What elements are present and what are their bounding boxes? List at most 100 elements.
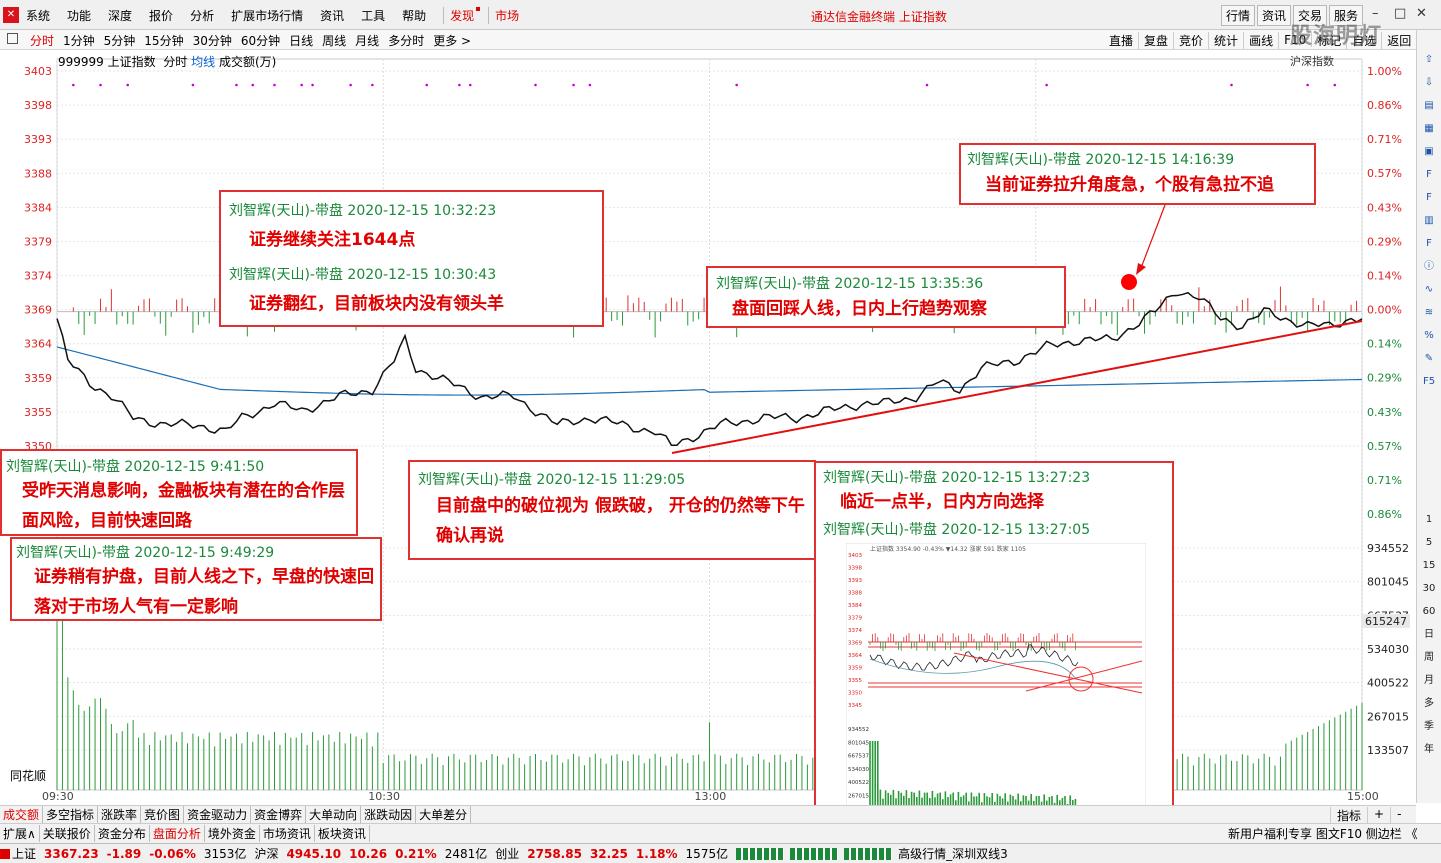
chart-icon[interactable]: ▥ [1424, 215, 1434, 226]
period-shortcut-8[interactable]: 多 [1424, 698, 1434, 709]
indicator-tool-1[interactable]: + [1367, 807, 1390, 824]
f5-icon[interactable]: F5 [1422, 376, 1436, 387]
period-tab-4[interactable]: 30分钟 [192, 33, 232, 48]
period-shortcut-3[interactable]: 30 [1422, 583, 1436, 594]
f10-icon[interactable]: F [1426, 192, 1432, 203]
indicator-tab-5[interactable]: 资金博弈 [251, 806, 307, 823]
period-shortcut-5[interactable]: 日 [1424, 629, 1434, 640]
fiz-icon[interactable]: F [1426, 238, 1432, 249]
indicator-tab-7[interactable]: 涨跌动因 [361, 806, 417, 823]
period-shortcut-1[interactable]: 5 [1425, 537, 1433, 548]
info-tab-6[interactable]: 板块资讯 [315, 825, 370, 842]
menu-item-1[interactable]: 功能 [67, 8, 92, 23]
volume-tick-label: 400522 [1367, 677, 1409, 690]
wave-icon[interactable]: ∿ [1424, 284, 1434, 295]
breadth-bars-icon [844, 847, 893, 860]
close-icon[interactable]: ✕ [1416, 6, 1427, 21]
intraday-chart[interactable]: 3403 3398 3393 3388 3384 3379 3374 3369 3364 3359… [0, 50, 1416, 805]
period-tool-1[interactable]: 复盘 [1139, 31, 1175, 49]
period-tool-5[interactable]: F10 [1279, 33, 1313, 47]
period-shortcut-6[interactable]: 周 [1424, 652, 1434, 663]
panel-toggle-icon[interactable] [7, 33, 18, 44]
period-shortcut-9[interactable]: 季 [1424, 721, 1434, 732]
minimize-icon[interactable]: – [1372, 6, 1379, 21]
info-tab-3[interactable]: 盘面分析 [150, 825, 205, 842]
period-tab-2[interactable]: 5分钟 [103, 33, 136, 48]
sidebar-toggle[interactable]: 新用户福利专享 图文F10 侧边栏 《 [1228, 827, 1418, 841]
info-tab-0[interactable]: 扩展∧ [0, 825, 40, 842]
top-button-0[interactable]: 行情 [1221, 5, 1256, 26]
feed-status[interactable]: 高级行情_深圳双线3 [898, 847, 1008, 861]
period-tab-3[interactable]: 15分钟 [144, 33, 184, 48]
grid-icon[interactable]: ▦ [1424, 123, 1434, 134]
indicator-tab-1[interactable]: 多空指标 [43, 806, 99, 823]
thumb-price-line [869, 644, 1079, 671]
period-tab-0[interactable]: 分时 [30, 33, 55, 48]
pencil-icon[interactable]: ✎ [1424, 353, 1434, 364]
thumb-price-tick: 3374 [848, 628, 862, 634]
top-button-2[interactable]: 交易 [1293, 5, 1328, 26]
menu-item-3[interactable]: 报价 [149, 8, 174, 23]
menu-item-7[interactable]: 工具 [361, 8, 386, 23]
pct-tick-label: 0.71% [1367, 133, 1402, 146]
period-tool-3[interactable]: 统计 [1209, 31, 1245, 49]
annotation-text: 当前证券拉升角度急，个股有急拉不追 [985, 175, 1274, 195]
thumb-trend-line [1025, 660, 1143, 692]
thumb-price-tick: 3384 [848, 603, 862, 609]
info-tab-4[interactable]: 境外资金 [205, 825, 260, 842]
list-icon[interactable]: ▤ [1424, 100, 1434, 111]
menu-item-2[interactable]: 深度 [108, 8, 133, 23]
sh-label[interactable]: 上证 [12, 847, 37, 861]
menu-item-5[interactable]: 扩展市场行情 [231, 8, 304, 23]
period-shortcut-2[interactable]: 15 [1422, 560, 1436, 571]
period-tab-5[interactable]: 60分钟 [240, 33, 281, 48]
period-tool-0[interactable]: 直播 [1104, 31, 1140, 49]
percent-icon[interactable]: % [1424, 330, 1434, 341]
indicator-tab-3[interactable]: 竞价图 [141, 806, 185, 823]
period-shortcut-4[interactable]: 60 [1422, 606, 1436, 617]
menu-item-0[interactable]: 系统 [26, 8, 51, 23]
menu-discover[interactable]: 发现 [443, 6, 481, 24]
top-button-1[interactable]: 资讯 [1257, 5, 1292, 26]
candle-icon[interactable]: ≋ [1424, 307, 1434, 318]
period-tool-4[interactable]: 画线 [1244, 31, 1280, 49]
period-tool-6[interactable]: 标记 [1312, 31, 1348, 49]
menu-item-8[interactable]: 帮助 [402, 8, 427, 23]
hs-label[interactable]: 沪深 [254, 847, 279, 861]
avg-line-label[interactable]: 均线 [191, 55, 216, 69]
menu-market[interactable]: 市场 [488, 6, 519, 24]
up-arrow-icon[interactable]: ⇧ [1424, 54, 1434, 65]
info-tab-2[interactable]: 资金分布 [95, 825, 150, 842]
pct-tick-label: 0.43% [1367, 406, 1402, 419]
period-tab-7[interactable]: 周线 [322, 33, 347, 48]
indicator-tab-8[interactable]: 大单差分 [416, 806, 472, 823]
indicator-tool-2[interactable]: - [1390, 807, 1407, 824]
book-icon[interactable]: ▣ [1424, 146, 1434, 157]
period-tool-2[interactable]: 竞价 [1174, 31, 1210, 49]
period-tab-6[interactable]: 日线 [289, 33, 314, 48]
indicator-tab-4[interactable]: 资金驱动力 [184, 806, 252, 823]
indicator-tab-2[interactable]: 涨跌率 [98, 806, 142, 823]
info-tab-1[interactable]: 关联报价 [40, 825, 95, 842]
fund-icon[interactable]: F [1426, 169, 1432, 180]
indicator-tab-0[interactable]: 成交额 [0, 806, 44, 823]
period-shortcut-10[interactable]: 年 [1424, 744, 1434, 755]
cy-label[interactable]: 创业 [495, 847, 520, 861]
maximize-icon[interactable]: □ [1394, 6, 1407, 21]
period-tab-1[interactable]: 1分钟 [63, 33, 95, 48]
info-icon[interactable]: ⓘ [1424, 261, 1434, 272]
menu-item-6[interactable]: 资讯 [320, 8, 345, 23]
period-tool-7[interactable]: 自选 [1347, 31, 1383, 49]
period-tab-8[interactable]: 月线 [355, 33, 380, 48]
down-arrow-icon[interactable]: ⇩ [1424, 77, 1434, 88]
period-shortcut-7[interactable]: 月 [1424, 675, 1434, 686]
info-tab-5[interactable]: 市场资讯 [260, 825, 315, 842]
period-shortcut-0[interactable]: 1 [1425, 514, 1433, 525]
indicator-tool-0[interactable]: 指标 [1330, 807, 1367, 824]
indicator-tab-6[interactable]: 大单动向 [306, 806, 362, 823]
period-tool-8[interactable]: 返回 [1382, 31, 1418, 49]
top-button-3[interactable]: 服务 [1329, 5, 1364, 26]
period-tab-9[interactable]: 多分时 [388, 33, 425, 48]
period-tab-10[interactable]: 更多 > [433, 33, 472, 48]
menu-item-4[interactable]: 分析 [190, 8, 215, 23]
